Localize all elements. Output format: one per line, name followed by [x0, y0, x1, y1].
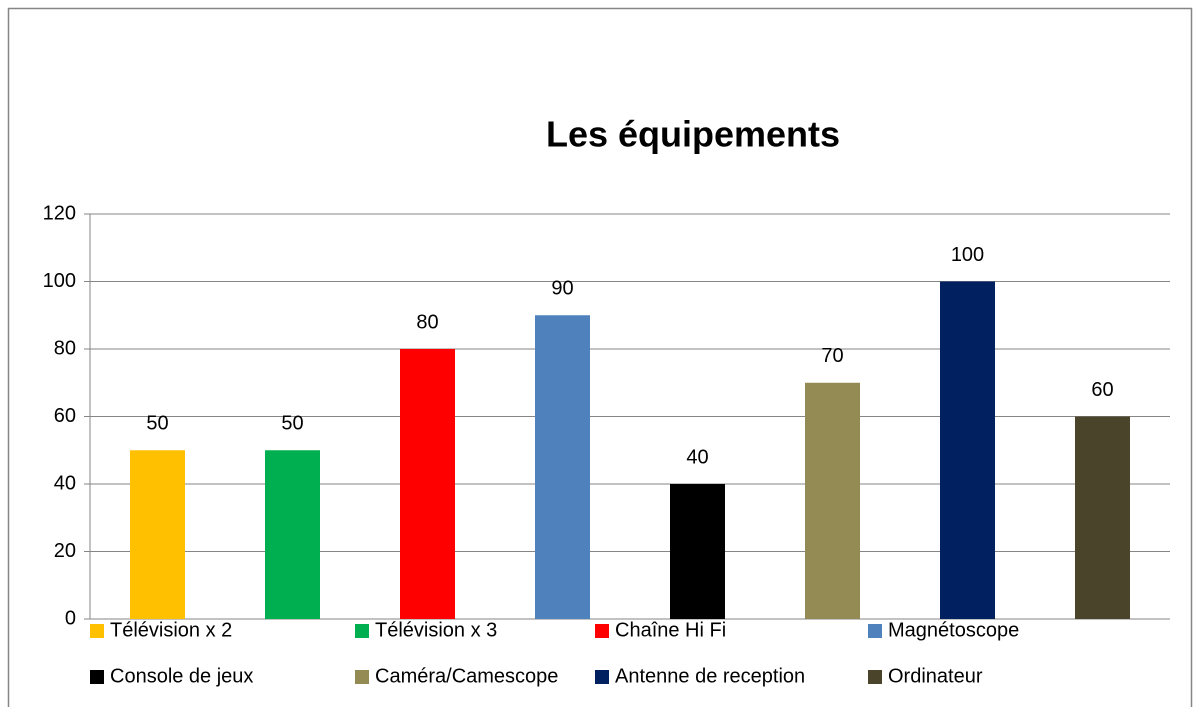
legend-swatch — [355, 670, 369, 684]
legend-swatch — [595, 624, 609, 638]
legend-swatch — [90, 670, 104, 684]
y-tick-label: 0 — [65, 607, 76, 629]
data-label: 50 — [146, 413, 168, 435]
y-tick-label: 60 — [54, 405, 76, 427]
data-label: 80 — [416, 311, 438, 333]
data-label: 60 — [1091, 379, 1113, 401]
legend-label: Caméra/Camescope — [375, 665, 558, 687]
legend-swatch — [595, 670, 609, 684]
data-label: 100 — [951, 244, 984, 266]
bar — [670, 484, 725, 619]
legend-swatch — [868, 624, 882, 638]
bar — [400, 349, 455, 619]
bar — [805, 382, 860, 619]
legend-label: Télévision x 3 — [375, 619, 497, 641]
bar — [265, 450, 320, 619]
legend-label: Antenne de reception — [615, 665, 805, 687]
legend-label: Télévision x 2 — [110, 619, 232, 641]
legend-label: Console de jeux — [110, 665, 253, 687]
bar — [130, 450, 185, 619]
legend-swatch — [868, 670, 882, 684]
y-tick-label: 80 — [54, 337, 76, 359]
data-label: 50 — [281, 413, 303, 435]
y-tick-label: 40 — [54, 472, 76, 494]
y-tick-label: 100 — [43, 270, 76, 292]
y-tick-label: 20 — [54, 540, 76, 562]
bar — [535, 315, 590, 619]
legend-label: Ordinateur — [888, 665, 983, 687]
legend-swatch — [355, 624, 369, 638]
data-label: 40 — [686, 446, 708, 468]
data-label: 90 — [551, 278, 573, 300]
bar — [1075, 416, 1130, 619]
y-tick-label: 120 — [43, 202, 76, 224]
bar — [940, 281, 995, 619]
legend-label: Magnétoscope — [888, 619, 1019, 641]
chart-title: Les équipements — [546, 114, 840, 155]
legend-swatch — [90, 624, 104, 638]
legend-label: Chaîne Hi Fi — [615, 619, 726, 641]
data-label: 70 — [821, 345, 843, 367]
